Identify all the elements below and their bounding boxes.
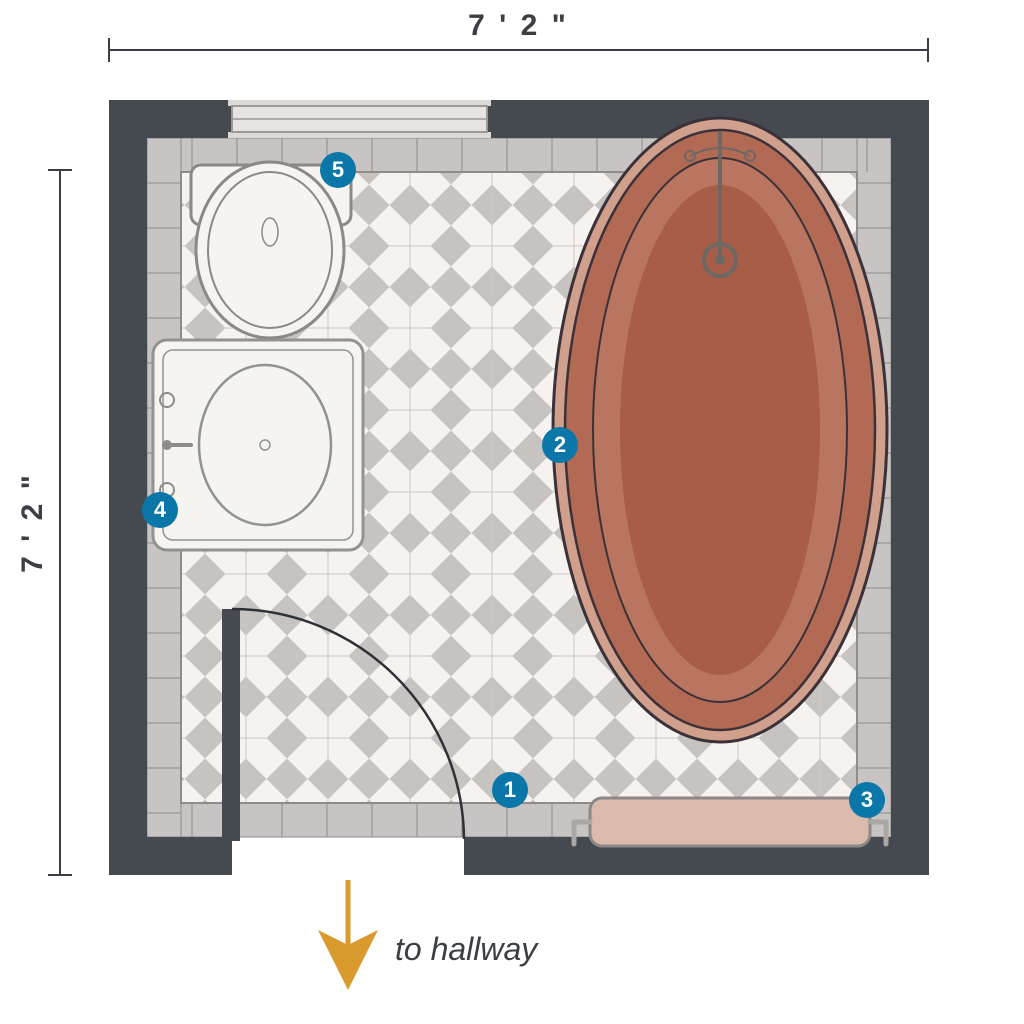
callout-3-number: 3 [861, 787, 873, 812]
callout-2: 2 [542, 427, 578, 463]
dimension-left-label: 7 ' 2 " [16, 472, 49, 573]
callout-4: 4 [142, 492, 178, 528]
callout-5: 5 [320, 152, 356, 188]
bathtub [553, 118, 887, 742]
dimension-top-label: 7 ' 2 " [468, 9, 569, 42]
callout-1: 1 [492, 772, 528, 808]
callout-3: 3 [849, 782, 885, 818]
radiator [574, 798, 886, 846]
door-leaf [222, 609, 240, 841]
callout-2-number: 2 [554, 432, 566, 457]
sink [153, 340, 363, 550]
callout-1-number: 1 [504, 777, 516, 802]
hallway-label: to hallway [395, 931, 539, 967]
callout-4-number: 4 [154, 497, 167, 522]
callout-5-number: 5 [332, 157, 344, 182]
